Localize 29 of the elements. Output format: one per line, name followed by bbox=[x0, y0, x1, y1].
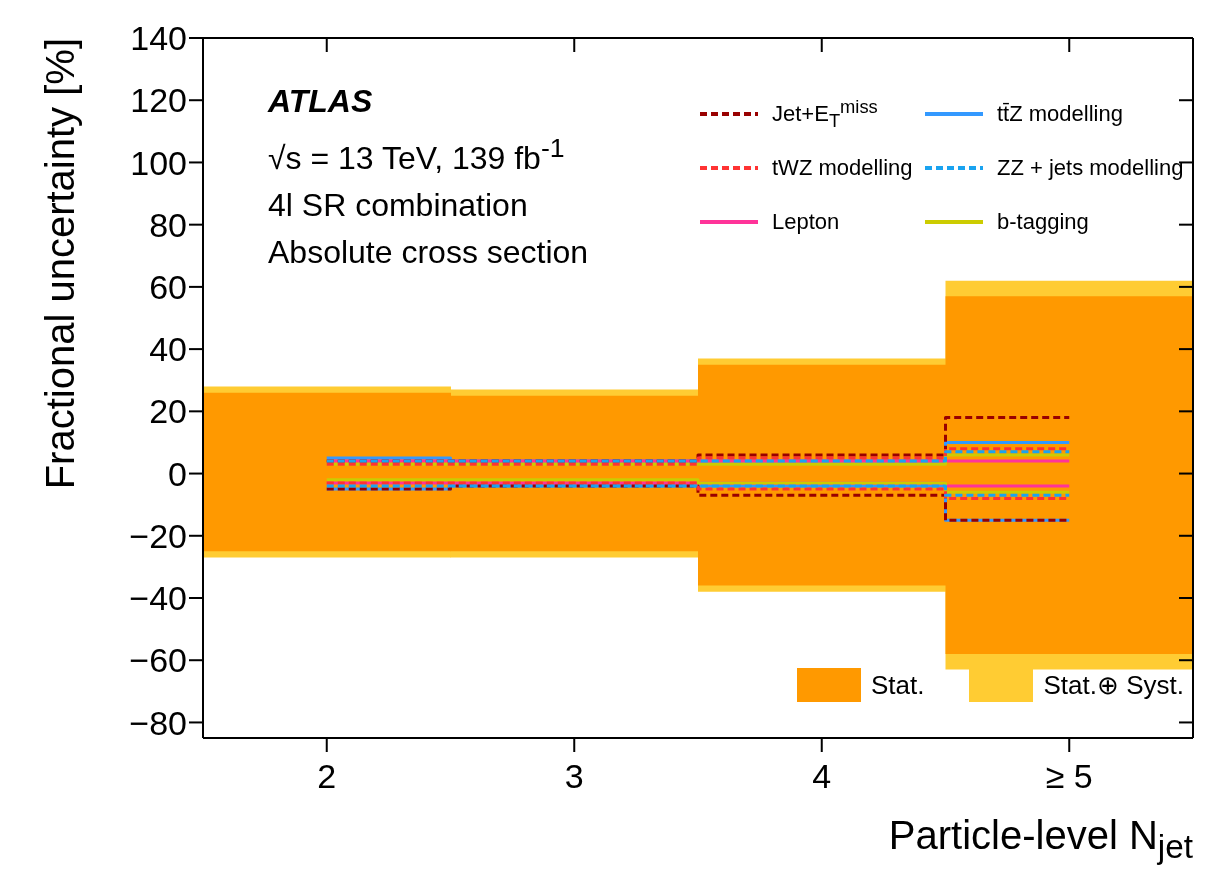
y-tick-label: 140 bbox=[130, 19, 187, 58]
annotation: 4l SR combination bbox=[268, 185, 529, 225]
annotation: ATLAS bbox=[268, 82, 374, 121]
y-tick-label: −80 bbox=[129, 703, 187, 742]
annotation: √s = 13 TeV, 139 fb$^{-1}$ bbox=[268, 132, 566, 178]
legend-label: b-tagging bbox=[997, 209, 1089, 235]
y-tick-label: 100 bbox=[130, 143, 187, 182]
y-tick-label: 80 bbox=[149, 205, 187, 244]
y-tick-label: 120 bbox=[130, 81, 187, 120]
y-tick-label: −20 bbox=[129, 516, 187, 555]
y-tick-label: 60 bbox=[149, 267, 187, 306]
legend-label: tWZ modelling bbox=[772, 155, 913, 181]
legend-label: tt̄Z modelling bbox=[997, 101, 1123, 127]
y-tick-label: −40 bbox=[129, 579, 187, 618]
x-tick-label: 4 bbox=[812, 757, 832, 796]
y-tick-label: 20 bbox=[149, 392, 187, 431]
x-tick-label: 3 bbox=[564, 757, 584, 796]
y-tick-label: 40 bbox=[149, 330, 187, 369]
legend-label: Stat.⊕ Syst. bbox=[1043, 669, 1184, 701]
x-tick-label: 2 bbox=[317, 757, 337, 796]
y-tick-label: 0 bbox=[168, 454, 187, 493]
legend-label: Lepton bbox=[772, 209, 840, 235]
annotation: Absolute cross section bbox=[268, 232, 589, 272]
legend-label: Stat. bbox=[871, 669, 925, 701]
legend-label: ZZ + jets modelling bbox=[997, 155, 1184, 181]
x-axis-title: Particle-level N$_{jet}$ bbox=[888, 813, 1193, 866]
x-tick-label: ≥ 5 bbox=[1045, 757, 1093, 796]
y-tick-label: −60 bbox=[129, 641, 187, 680]
y-axis-title: Fractional uncertainty [%] bbox=[38, 38, 83, 490]
